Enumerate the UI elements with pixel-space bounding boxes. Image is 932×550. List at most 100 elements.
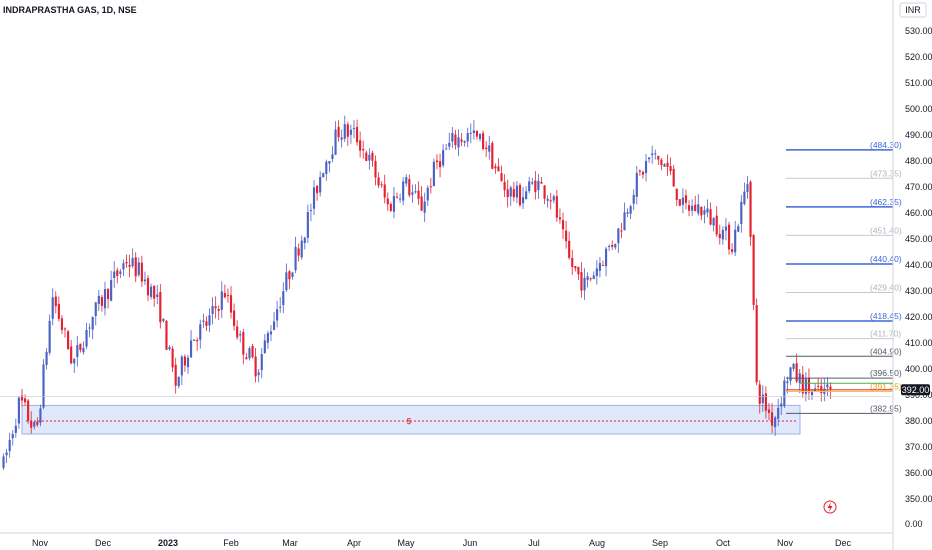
candle: [371, 150, 374, 167]
candle: [807, 368, 811, 401]
candle: [131, 248, 134, 269]
candle: [558, 208, 562, 224]
candle-body: [331, 154, 334, 160]
candle: [103, 281, 107, 316]
candle-body: [549, 200, 552, 202]
candle: [429, 177, 432, 194]
candle: [626, 208, 629, 218]
candle-body: [60, 318, 64, 330]
candle: [8, 432, 11, 458]
fib-label: (462.35): [870, 197, 902, 207]
candle: [408, 174, 411, 198]
candle: [657, 155, 660, 165]
candle-body: [777, 407, 780, 419]
candle: [395, 192, 399, 199]
fib-label: (473.35): [870, 168, 902, 178]
candle: [598, 257, 601, 278]
candle-body: [365, 152, 368, 161]
candle-body: [666, 162, 669, 167]
candle-body: [279, 306, 282, 308]
candle: [411, 184, 414, 203]
lightning-icon[interactable]: [823, 500, 837, 514]
candle: [561, 212, 565, 239]
x-tick-label: 2023: [158, 538, 178, 548]
candle-body: [626, 212, 629, 214]
candle: [792, 362, 795, 372]
candle: [638, 169, 641, 176]
candle-body: [746, 184, 749, 192]
candle: [202, 313, 205, 328]
candle-body: [620, 230, 623, 232]
candle: [654, 149, 657, 160]
candle-body: [482, 133, 485, 149]
candle: [614, 243, 617, 250]
candle: [389, 201, 392, 213]
candle: [279, 297, 282, 313]
candle-body: [531, 182, 534, 184]
candle-body: [528, 181, 531, 192]
candle-body: [288, 271, 291, 280]
candle-body: [146, 278, 150, 296]
candle-body: [85, 329, 88, 347]
fib-label: (440.40): [870, 254, 902, 264]
candle-body: [706, 208, 709, 213]
candle-body: [97, 295, 100, 304]
candle: [694, 195, 697, 212]
candle-body: [558, 217, 562, 220]
candle-body: [63, 328, 67, 330]
x-tick-label: Jul: [528, 538, 540, 548]
candle: [740, 194, 743, 233]
y-tick-label: 490.00: [905, 130, 932, 140]
candle-body: [297, 248, 300, 256]
candle: [472, 120, 475, 140]
candle-body: [429, 186, 432, 188]
candle: [156, 284, 159, 305]
candle: [712, 217, 715, 232]
candle: [122, 259, 125, 276]
candle-body: [183, 356, 186, 366]
candle-body: [638, 170, 641, 172]
candle: [448, 132, 451, 150]
candle: [355, 119, 359, 146]
candle-body: [220, 291, 223, 310]
candle: [518, 183, 522, 207]
candle-body: [316, 185, 319, 194]
candle-body: [654, 153, 657, 155]
candle: [177, 376, 180, 389]
candle: [97, 289, 100, 311]
candle: [743, 182, 746, 206]
candle: [399, 193, 402, 203]
candle-body: [380, 184, 383, 186]
candle-body: [801, 374, 804, 394]
candle-body: [703, 210, 706, 215]
candle-body: [770, 412, 774, 426]
time-axis[interactable]: Nov Dec 2023 Feb Mar Apr May Jun Jul Aug Sep Oct Nov…: [0, 532, 893, 548]
candle-body: [392, 196, 396, 212]
candle-body: [472, 130, 475, 134]
candle: [691, 199, 694, 216]
candle: [14, 418, 17, 438]
candle: [574, 265, 577, 272]
candle-body: [518, 184, 522, 206]
candle: [503, 174, 506, 198]
candle: [755, 298, 758, 386]
candle-body: [156, 294, 159, 297]
candle: [764, 386, 767, 419]
candle-body: [694, 204, 697, 212]
candle: [549, 192, 552, 210]
candle-body: [377, 177, 380, 186]
candle: [546, 195, 549, 208]
candle: [70, 339, 73, 365]
candle: [119, 268, 122, 279]
candle: [528, 176, 531, 194]
candle: [482, 130, 485, 151]
candle-body: [20, 395, 24, 401]
candle: [438, 153, 442, 178]
candle: [51, 288, 54, 326]
candle: [162, 318, 165, 323]
candle-body: [478, 134, 482, 140]
fib-level: (429.40): [786, 283, 902, 294]
currency-badge[interactable]: INR: [899, 2, 927, 18]
price-axis[interactable]: 530.00 520.00 510.00 500.00 490.00 480.00 470.…: [892, 0, 932, 550]
